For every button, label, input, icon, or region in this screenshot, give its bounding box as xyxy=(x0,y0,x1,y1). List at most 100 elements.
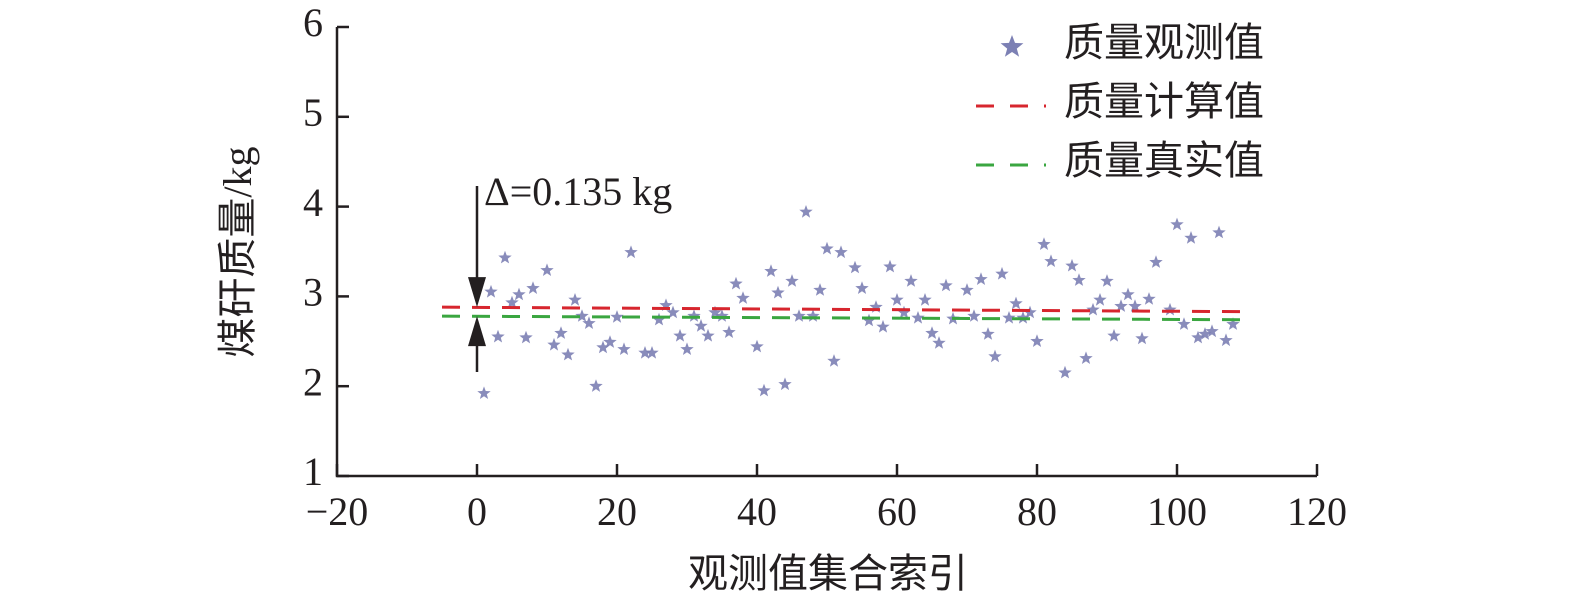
point xyxy=(1205,324,1219,338)
y-tick-label: 5 xyxy=(303,90,323,135)
point xyxy=(1135,331,1149,345)
point xyxy=(589,379,603,392)
point xyxy=(771,285,785,299)
point xyxy=(890,293,904,306)
point xyxy=(932,336,946,349)
point xyxy=(1107,328,1121,342)
x-tick-label: 80 xyxy=(1017,489,1057,534)
point xyxy=(547,337,561,351)
point xyxy=(1023,305,1037,319)
point xyxy=(981,327,995,340)
legend-marker xyxy=(1000,35,1024,57)
point xyxy=(1177,317,1191,330)
point xyxy=(869,300,883,313)
y-tick-label: 1 xyxy=(303,449,323,494)
point xyxy=(477,386,491,399)
point xyxy=(1030,334,1044,347)
point xyxy=(582,316,596,329)
point xyxy=(820,241,834,255)
point xyxy=(715,309,729,322)
point xyxy=(1079,351,1093,364)
point xyxy=(1086,302,1100,316)
point xyxy=(708,305,722,319)
arrow-head xyxy=(468,316,486,347)
point xyxy=(785,274,799,287)
point xyxy=(1170,217,1184,231)
point xyxy=(729,276,743,290)
y-tick-label: 4 xyxy=(303,180,323,225)
point xyxy=(1128,299,1142,312)
point xyxy=(1149,255,1163,268)
point xyxy=(1037,237,1051,250)
point xyxy=(764,264,778,277)
point xyxy=(652,312,666,326)
point xyxy=(1100,274,1114,287)
point xyxy=(1212,225,1226,239)
point xyxy=(995,266,1009,280)
y-tick-label: 6 xyxy=(303,0,323,45)
point xyxy=(974,272,988,285)
point xyxy=(1219,333,1233,347)
point xyxy=(806,309,820,322)
point xyxy=(918,293,932,306)
point xyxy=(778,377,792,391)
point xyxy=(1114,299,1128,312)
point xyxy=(1121,287,1135,301)
point xyxy=(967,309,981,322)
legend-label: 质量计算值 xyxy=(1064,79,1264,124)
point xyxy=(694,319,708,332)
point xyxy=(1058,365,1072,379)
point xyxy=(799,205,813,218)
point xyxy=(722,325,736,338)
point xyxy=(813,283,827,296)
point xyxy=(862,313,876,327)
point xyxy=(1065,258,1079,272)
x-tick-label: 120 xyxy=(1287,489,1347,534)
point xyxy=(624,245,638,259)
arrow-head xyxy=(468,277,486,308)
point xyxy=(561,347,575,361)
x-tick-label: 40 xyxy=(737,489,777,534)
point xyxy=(848,260,862,274)
point xyxy=(484,284,498,298)
point xyxy=(1226,317,1240,330)
point xyxy=(1009,296,1023,310)
x-tick-label: −20 xyxy=(306,489,369,534)
point xyxy=(897,305,911,319)
point xyxy=(491,329,505,343)
legend-label: 质量观测值 xyxy=(1064,20,1264,65)
point xyxy=(526,281,540,294)
x-tick-label: 0 xyxy=(467,489,487,534)
point xyxy=(876,319,890,333)
point xyxy=(568,293,582,306)
y-tick-label: 3 xyxy=(303,270,323,315)
legend-label: 质量真实值 xyxy=(1064,138,1264,183)
point xyxy=(904,274,918,287)
x-axis-label: 观测值集合索引 xyxy=(688,551,968,596)
point xyxy=(659,298,673,311)
point xyxy=(988,349,1002,363)
line xyxy=(441,305,1248,314)
point xyxy=(645,346,659,359)
point xyxy=(540,263,554,276)
point xyxy=(1072,273,1086,286)
point xyxy=(666,305,680,319)
point xyxy=(1002,311,1016,324)
x-tick-label: 60 xyxy=(877,489,917,534)
point xyxy=(498,250,512,264)
point xyxy=(939,278,953,292)
point xyxy=(1142,292,1156,305)
point xyxy=(1198,327,1212,340)
point xyxy=(855,281,869,294)
point xyxy=(701,328,715,342)
point xyxy=(554,326,568,339)
x-tick-label: 100 xyxy=(1147,489,1207,534)
point xyxy=(827,354,841,367)
point xyxy=(596,340,610,354)
point xyxy=(673,328,687,342)
point xyxy=(519,330,533,344)
point xyxy=(603,335,617,348)
point xyxy=(757,383,771,397)
y-axis-label: 煤矸质量/kg xyxy=(215,146,260,357)
point xyxy=(680,342,694,355)
